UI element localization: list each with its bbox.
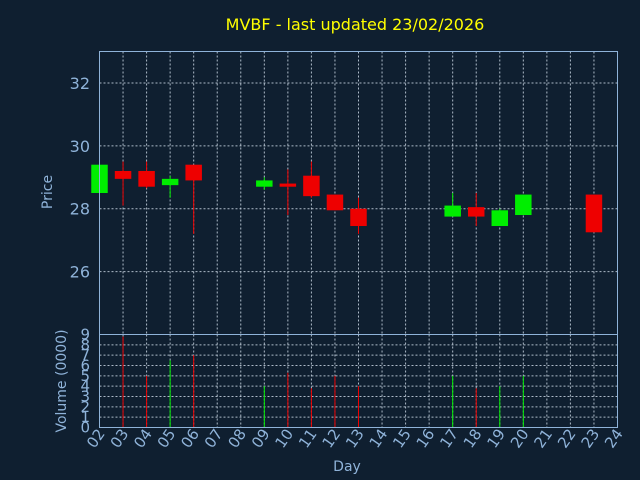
day-tick-label: 19	[483, 425, 509, 451]
candle-body	[303, 175, 320, 197]
volume-panel-frame	[99, 334, 618, 428]
candle-body	[161, 178, 179, 186]
day-tick-label: 08	[224, 425, 250, 451]
day-tick-label: 17	[436, 425, 462, 451]
volume-tick-label: 7	[80, 346, 90, 364]
candle-body	[491, 210, 509, 227]
volume-tick-label: 3	[80, 388, 90, 406]
volume-axis-label: Volume (0000)	[54, 329, 70, 432]
candle-body	[585, 194, 603, 233]
day-tick-label: 06	[177, 425, 203, 451]
candle-body	[256, 180, 273, 187]
day-ticks: 0203040506070809101112131415161718192021…	[83, 425, 627, 451]
day-tick-label: 04	[130, 425, 156, 451]
candle-body	[138, 170, 155, 187]
volume-tick-label: 2	[80, 398, 90, 416]
candle-body	[444, 205, 461, 217]
candle-body	[350, 208, 367, 227]
volume-bars	[122, 336, 524, 428]
candle-body	[114, 170, 132, 179]
volume-tick-label: 5	[80, 367, 90, 385]
volume-tick-label: 6	[80, 357, 90, 375]
price-tick-label: 32	[70, 74, 90, 93]
day-tick-label: 10	[271, 425, 297, 451]
day-tick-label: 18	[460, 425, 486, 451]
day-tick-label: 09	[248, 425, 274, 451]
day-tick-label: 22	[554, 425, 580, 451]
day-tick-label: 20	[507, 425, 533, 451]
price-tick-label: 30	[70, 137, 90, 156]
candle-body	[467, 207, 485, 217]
day-tick-label: 23	[578, 425, 604, 451]
chart-title: MVBF - last updated 23/02/2026	[226, 15, 485, 34]
day-tick-label: 11	[295, 425, 321, 451]
candle-body	[515, 194, 532, 216]
price-tick-label: 26	[70, 263, 90, 282]
day-tick-label: 14	[366, 425, 392, 451]
day-tick-label: 16	[413, 425, 439, 451]
candle-body	[279, 183, 297, 187]
day-tick-label: 07	[201, 425, 227, 451]
price-grid	[99, 51, 618, 335]
day-tick-label: 24	[601, 425, 627, 451]
candle-body	[326, 194, 344, 211]
candle-body	[185, 164, 202, 181]
volume-tick-label: 9	[80, 326, 90, 344]
price-axis-label: Price	[40, 175, 56, 209]
volume-tick-label: 4	[80, 377, 90, 395]
day-tick-label: 03	[107, 425, 133, 451]
day-tick-label: 21	[530, 425, 556, 451]
volume-tick-label: 8	[80, 336, 90, 354]
day-tick-label: 13	[342, 425, 368, 451]
day-tick-label: 15	[389, 425, 415, 451]
day-tick-label: 05	[154, 425, 180, 451]
volume-tick-label: 0	[80, 419, 90, 437]
price-tick-label: 28	[70, 200, 90, 219]
day-axis-label: Day	[333, 459, 361, 475]
price-y-ticks: 26 28 30 32	[70, 74, 90, 282]
day-tick-label: 12	[319, 425, 345, 451]
candlesticks	[91, 161, 603, 234]
volume-tick-label: 1	[80, 408, 90, 426]
